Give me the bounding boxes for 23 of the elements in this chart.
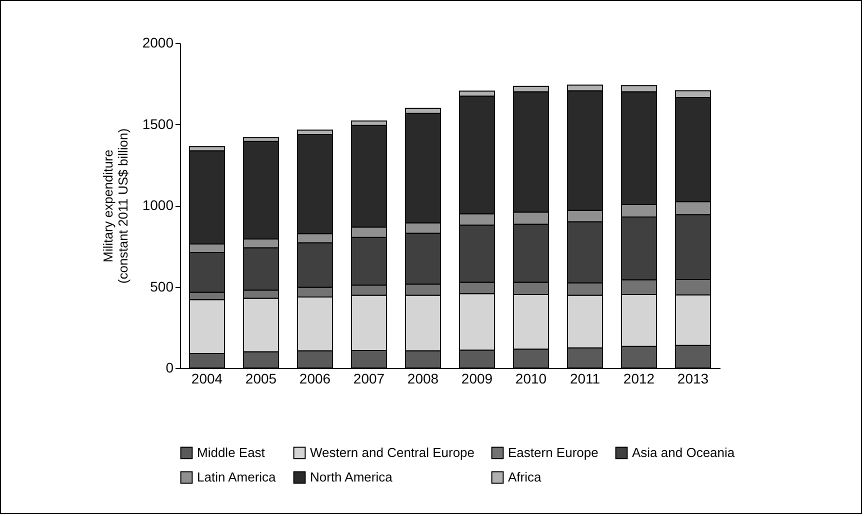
x-tick-label: 2012: [623, 370, 655, 386]
y-axis-title: Military expenditure (constant 2011 US$ billion): [100, 128, 130, 284]
y-tick-label: 2000: [142, 34, 174, 50]
legend-label: Latin America: [197, 470, 277, 484]
legend-label: Asia and Oceania: [632, 444, 736, 460]
x-tick-label: 2005: [245, 370, 277, 386]
legend-label: Western and Central Europe: [310, 444, 475, 460]
legend-label: Eastern Europe: [508, 444, 598, 460]
x-tick-label: 2008: [407, 370, 439, 386]
x-tick-label: 2009: [461, 370, 493, 386]
x-tick-label: 2007: [353, 370, 385, 386]
x-tick-label: 2010: [515, 370, 547, 386]
x-tick-label: 2006: [299, 370, 331, 386]
y-tick-label: 0: [166, 360, 174, 376]
x-tick-label: 2004: [191, 370, 223, 386]
y-tick-label: 1500: [142, 116, 174, 132]
legend-label: Africa: [508, 470, 542, 484]
y-tick-label: 500: [150, 278, 174, 294]
legend-label: Middle East: [197, 444, 266, 460]
legend-label: North America: [310, 470, 394, 484]
x-tick-label: 2013: [677, 370, 709, 386]
y-tick-label: 1000: [142, 197, 174, 213]
x-tick-label: 2011: [570, 370, 600, 386]
